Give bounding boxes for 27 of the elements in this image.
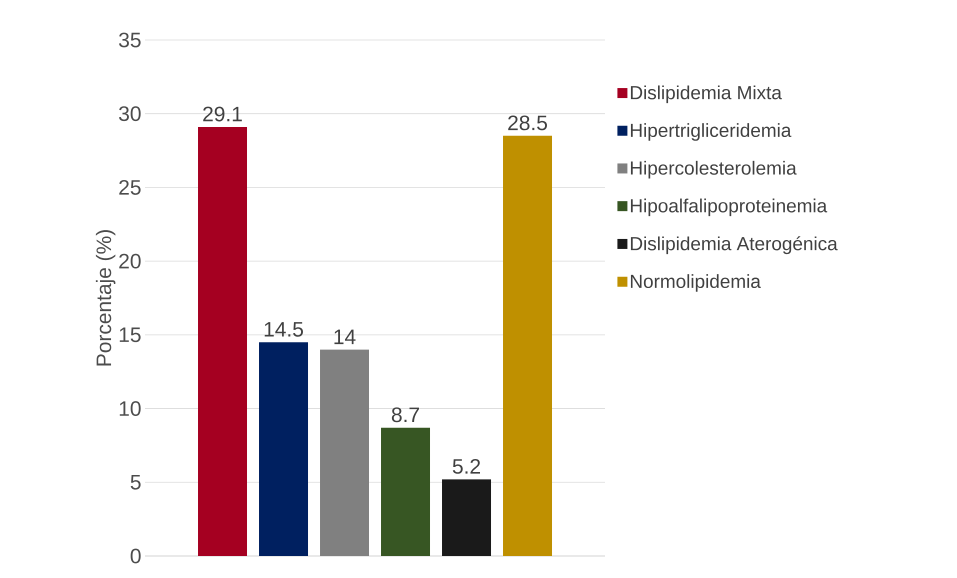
y-tick-label: 0 [130,548,141,564]
data-label: 14 [334,330,356,344]
y-tick-label: 25 [119,180,141,195]
data-label: 8.7 [392,407,419,422]
legend-label: Dislipidemia Mixta [630,85,782,104]
bar [381,428,430,556]
y-tick-label: 5 [130,474,141,490]
legend-label: Hipercolesterolemia [630,160,797,178]
y-tick-label: 20 [119,254,141,269]
legend-label: Hipertrigliceridemia [630,123,792,141]
bar [259,342,308,556]
data-label: 5.2 [452,458,480,474]
data-label: 28.5 [508,115,547,130]
data-label: 29.1 [203,106,242,122]
y-axis-title: Porcentaje (%) [96,230,116,366]
legend-label: Normolipidemia [630,274,761,292]
legend-label: Dislipidemia Aterogénica [630,236,838,254]
legend-label: Hipoalfalipoproteinemia [630,198,828,216]
y-tick-label: 10 [120,401,141,416]
bar [320,350,370,556]
data-label: 14.5 [264,322,303,337]
bar [198,126,248,556]
y-tick-label: 15 [120,328,141,342]
y-tick-label: 35 [119,32,141,48]
bar [442,479,492,556]
y-tick-label: 30 [119,106,141,122]
bar [503,136,552,556]
